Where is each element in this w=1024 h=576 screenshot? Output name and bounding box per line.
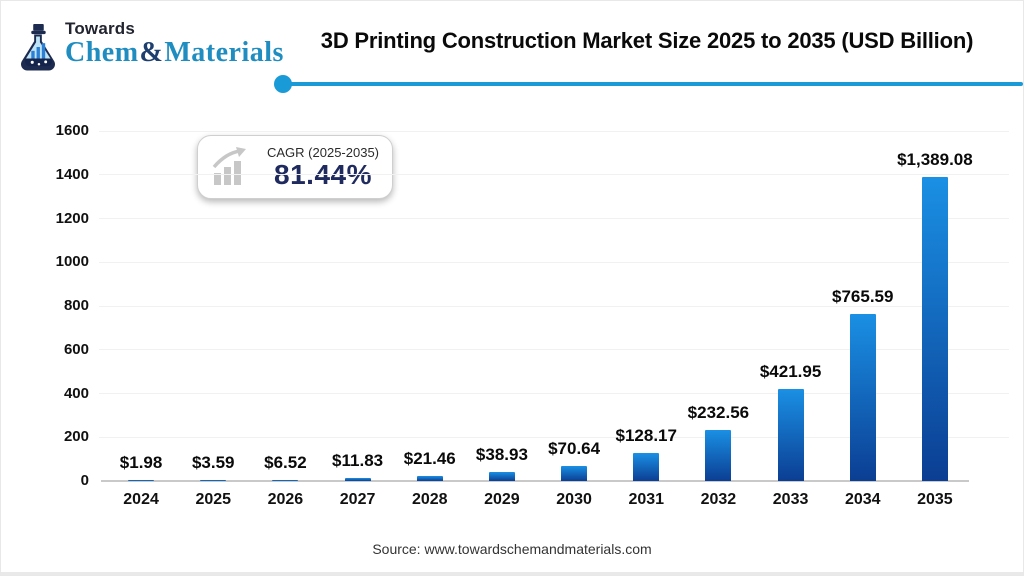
cagr-texts: CAGR (2025-2035) 81.44% [264,145,382,190]
y-tick-label: 0 [80,472,89,489]
x-tick-label: 2028 [411,491,448,508]
page-title: 3D Printing Construction Market Size 202… [320,28,974,53]
x-tick-label: 2034 [844,491,881,508]
bar-2034 [849,313,876,481]
y-tick-label: 1000 [55,253,89,271]
logo-tagline: Towards [65,19,136,38]
bar-2033 [777,388,804,481]
bar-value-label: $421.95 [759,361,822,381]
gridline [99,174,1009,176]
x-tick-label: 2026 [267,491,304,508]
bar-value-label: $1,389.08 [897,150,973,170]
cagr-label: CAGR (2025-2035) [267,144,379,160]
bar-2031 [633,452,660,481]
bar-value-label: $232.56 [687,403,750,423]
x-axis-line [101,480,969,482]
y-tick-label: 1200 [55,209,89,227]
logo-text: Towards Chem&Materials [65,19,284,67]
bar-value-label: $11.83 [332,451,384,471]
bar-2032 [705,430,732,481]
bar-value-label: $3.59 [191,453,235,473]
source-text: Source: www.towardschemandmaterials.com [372,541,652,557]
x-tick-label: 2033 [772,491,809,508]
bar-value-label: $765.59 [832,286,894,306]
bar-2029 [488,472,515,481]
gridline [99,393,1009,394]
cagr-badge: CAGR (2025-2035) 81.44% [197,135,393,199]
logo-brand-ampersand: & [139,37,164,68]
gridline [99,436,1009,438]
x-tick-label: 2027 [339,491,376,508]
y-tick-label: 400 [63,384,89,402]
bar-value-label: $6.52 [264,452,307,472]
gridline [99,130,1009,132]
bar-2035 [921,177,948,481]
y-tick-label: 200 [63,428,89,446]
x-tick-label: 2030 [556,491,592,508]
growth-chart-icon [212,147,246,185]
bar-value-label: $70.64 [548,438,601,458]
x-tick-label: 2025 [195,491,232,508]
gridline [99,261,1009,263]
x-tick-label: 2031 [628,491,665,508]
x-tick-label: 2032 [700,491,737,508]
y-tick-label: 800 [63,297,89,314]
bar-2026 [272,479,299,481]
bar-2027 [344,478,371,481]
logo-brand-materials: Materials [164,37,284,68]
gridline [99,218,1009,219]
accent-divider [282,82,1023,86]
x-tick-label: 2024 [123,491,159,508]
bar-value-label: $1.98 [119,453,163,473]
bar-2025 [200,480,227,481]
x-tick-label: 2029 [484,491,520,508]
divider-dot-icon [274,75,292,93]
bar-value-label: $21.46 [403,449,456,469]
brand-logo: Towards Chem&Materials [15,19,284,71]
bar-2030 [561,465,588,481]
bar-2028 [416,476,443,481]
gridline [99,349,1009,351]
y-tick-label: 1600 [55,122,89,139]
x-tick-label: 2035 [917,491,953,508]
bar-value-label: $38.93 [475,445,528,465]
bar-value-label: $128.17 [615,425,677,445]
bar-2024 [128,480,155,481]
logo-brand-chem: Chem [65,37,139,68]
cagr-value: 81.44% [274,158,372,190]
bottom-strip [1,572,1023,575]
flask-icon [21,24,55,71]
y-tick-label: 1400 [55,165,89,183]
logo-brand: Chem&Materials [65,39,284,67]
y-tick-label: 600 [63,340,89,358]
gridline [99,305,1009,307]
